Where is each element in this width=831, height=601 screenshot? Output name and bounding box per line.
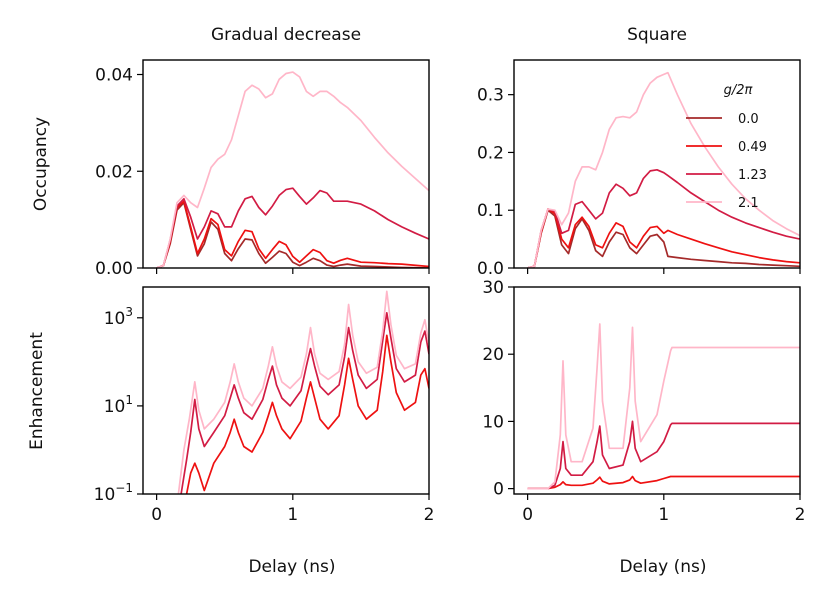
y-tick-label: 30 — [482, 278, 504, 298]
y-tick-label: 0.3 — [477, 86, 504, 106]
series-line-0.0 — [527, 209, 800, 268]
title-left: Gradual decrease — [211, 25, 361, 45]
axes-frame — [513, 286, 801, 495]
y-tick-label: 101 — [104, 393, 133, 417]
axes-frame — [142, 59, 430, 269]
x-tick-label: 0 — [151, 505, 162, 525]
plot-area — [527, 71, 800, 268]
legend-label: 0.49 — [738, 140, 767, 155]
panel-occupancy-gradual: 0.00 0.02 0.04 — [95, 59, 430, 279]
x-tick-label: 2 — [424, 505, 435, 525]
panel-enhancement-gradual: 0 1 2 10−1 101 103 — [94, 286, 435, 525]
plot-area — [156, 71, 429, 268]
legend: g/2π 0.0 0.49 1.23 2.1 — [686, 83, 767, 211]
axes-frame — [513, 59, 801, 269]
axes-frame — [142, 286, 430, 495]
series-line-1.23 — [156, 187, 429, 268]
y-tick-label: 10 — [482, 412, 504, 432]
y-tick-label: 0.02 — [95, 162, 133, 182]
xlabel-left: Delay (ns) — [248, 557, 335, 577]
series-line-2.1 — [177, 290, 429, 494]
plot-area — [527, 323, 800, 490]
legend-title: g/2π — [724, 83, 753, 98]
plot-area — [177, 290, 429, 494]
legend-label: 2.1 — [738, 196, 759, 211]
series-line-1.23 — [527, 420, 800, 490]
y-tick-label: 20 — [482, 345, 504, 365]
title-right: Square — [627, 25, 687, 45]
y-tick-label: 0.0 — [477, 259, 504, 279]
series-line-1.23 — [527, 168, 800, 268]
series-line-1.23 — [180, 311, 429, 494]
series-line-0.49 — [156, 200, 429, 268]
x-tick-label: 1 — [658, 505, 669, 525]
y-tick-label: 0.2 — [477, 143, 504, 163]
x-tick-label: 1 — [287, 505, 298, 525]
series-line-0.49 — [185, 334, 429, 494]
y-tick-label: 0 — [493, 480, 504, 500]
y-tick-label: 0.04 — [95, 66, 133, 86]
series-line-2.1 — [156, 71, 429, 268]
xlabel-right: Delay (ns) — [619, 557, 706, 577]
series-line-0.49 — [527, 208, 800, 268]
x-tick-label: 2 — [795, 505, 806, 525]
y-tick-label: 10−1 — [94, 481, 133, 505]
ylabel-enhancement: Enhancement — [27, 332, 47, 450]
series-line-0.49 — [527, 475, 800, 490]
legend-label: 1.23 — [738, 168, 767, 183]
series-line-0.0 — [156, 201, 429, 268]
legend-label: 0.0 — [738, 112, 759, 127]
y-tick-label: 0.00 — [95, 259, 133, 279]
y-tick-label: 0.1 — [477, 201, 504, 221]
panel-occupancy-square: 0.0 0.1 0.2 0.3 — [477, 59, 801, 279]
series-line-2.1 — [527, 71, 800, 268]
x-tick-label: 0 — [522, 505, 533, 525]
y-tick-label: 103 — [104, 305, 133, 329]
ylabel-occupancy: Occupancy — [31, 117, 51, 211]
series-line-2.1 — [527, 323, 800, 490]
